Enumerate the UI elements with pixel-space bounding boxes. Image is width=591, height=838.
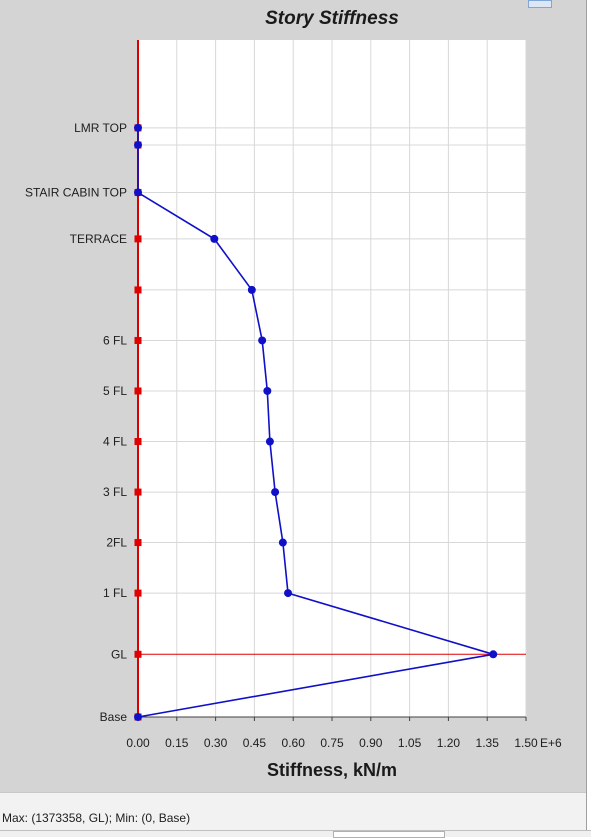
data-point: [134, 140, 142, 149]
story-marker: [134, 387, 142, 395]
x-tick-label: 0.45: [243, 736, 267, 750]
x-axis-title: Stiffness, kN/m: [267, 760, 397, 780]
x-tick-label: 0.75: [320, 736, 344, 750]
x-tick-label: 0.60: [282, 736, 306, 750]
x-multiplier-label: E+6: [540, 736, 562, 750]
story-label: 5 FL: [103, 384, 127, 398]
story-marker: [134, 336, 142, 344]
scrollbar-thumb[interactable]: [528, 0, 552, 8]
data-point: [134, 188, 142, 197]
story-label: 4 FL: [103, 435, 127, 449]
story-label: TERRACE: [70, 232, 127, 246]
x-tick-label: 1.05: [398, 736, 422, 750]
x-tick-label: 1.35: [476, 736, 500, 750]
data-point: [263, 386, 272, 395]
story-label: GL: [111, 647, 127, 661]
story-label: 2FL: [106, 536, 127, 550]
status-text: Max: (1373358, GL); Min: (0, Base): [2, 811, 191, 825]
story-label: 1 FL: [103, 586, 127, 600]
x-tick-label: 1.20: [437, 736, 461, 750]
x-tick-label: 0.00: [126, 736, 150, 750]
data-point: [247, 285, 256, 294]
story-label: STAIR CABIN TOP: [25, 185, 127, 199]
story-marker: [134, 539, 142, 547]
data-point: [278, 538, 287, 547]
data-point: [134, 713, 142, 721]
x-tick-label: 0.90: [359, 736, 383, 750]
data-point: [271, 488, 280, 497]
story-label: Base: [100, 710, 128, 724]
data-point: [489, 650, 498, 659]
story-marker: [134, 488, 142, 496]
story-marker: [134, 286, 142, 294]
x-tick-label: 0.15: [165, 736, 189, 750]
data-point: [258, 336, 267, 345]
story-marker: [134, 589, 142, 597]
story-stiffness-plot: 0.00 0.15 0.30 0.45 0.60 0.75 0.90 1.05 1.20 1.35…: [25, 40, 562, 780]
data-point: [210, 234, 219, 243]
data-point: [134, 123, 142, 132]
x-tick-label: 1.50: [514, 736, 538, 750]
data-point: [265, 437, 274, 446]
story-marker: [134, 438, 142, 446]
bottom-strip: [0, 830, 591, 837]
status-bar: Max: (1373358, GL); Min: (0, Base): [0, 792, 586, 831]
x-tick-label: 0.30: [204, 736, 228, 750]
story-label: 3 FL: [103, 485, 127, 499]
story-label: 6 FL: [103, 333, 127, 347]
story-marker: [134, 235, 142, 243]
story-label: LMR TOP: [74, 121, 127, 135]
chart-title: Story Stiffness: [265, 8, 399, 29]
data-point: [284, 589, 293, 598]
bottom-tab[interactable]: [333, 831, 445, 838]
story-marker: [134, 650, 142, 658]
